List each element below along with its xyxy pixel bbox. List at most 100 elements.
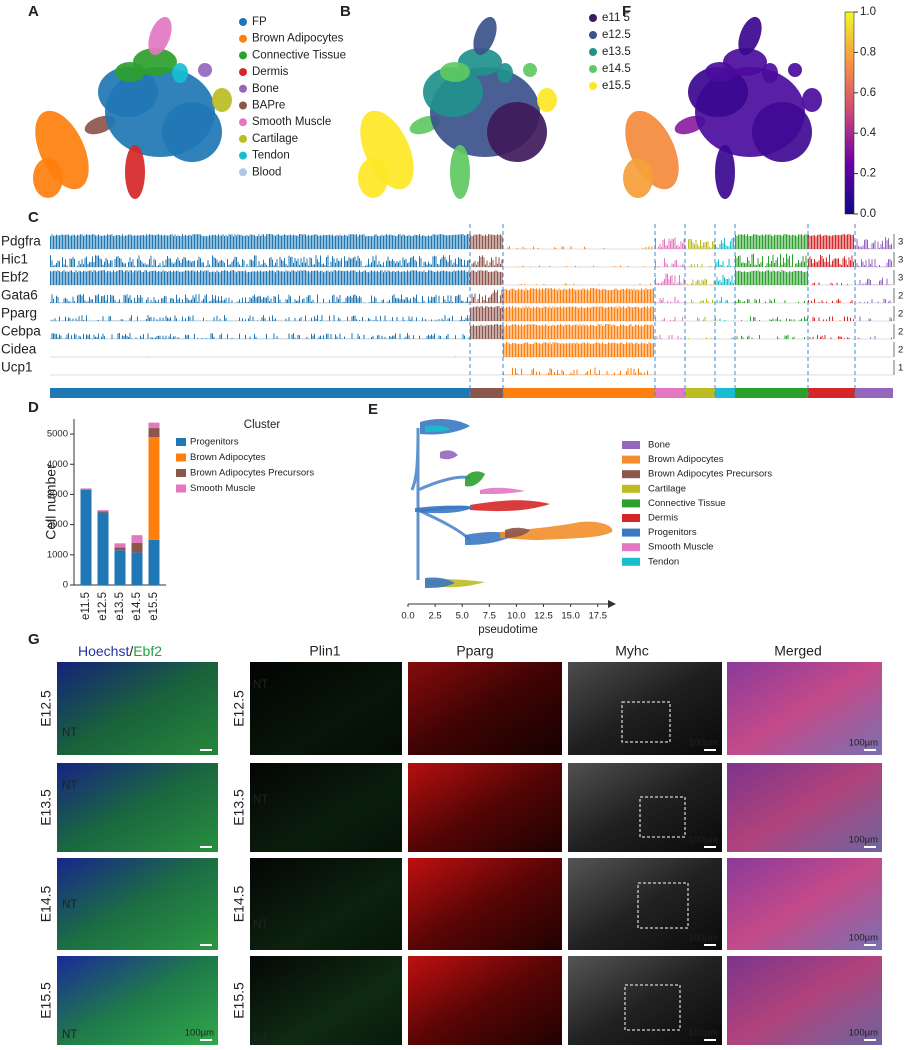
umap-cluster: [705, 62, 735, 82]
expression-track: [470, 306, 503, 321]
umap-cluster: [802, 88, 822, 112]
expression-track: [655, 296, 685, 303]
umap-cluster: [125, 145, 145, 199]
x-tick-label: 2.5: [428, 611, 441, 622]
expression-track: [715, 297, 734, 303]
legend-label: Brown Adipocytes Precursors: [190, 468, 314, 479]
row-label: E12.5: [231, 690, 247, 727]
panel-label: E: [368, 401, 378, 418]
scale-label: 100µm: [689, 835, 718, 846]
expression-track: [503, 324, 654, 339]
expression-track: [470, 289, 503, 303]
legend-swatch: [239, 134, 247, 143]
legend-label: e12.5: [602, 29, 631, 41]
colorbar-tick-label: 0.4: [860, 127, 877, 139]
expression-track: [471, 255, 503, 267]
umap-cluster: [212, 88, 232, 112]
expression-track: [50, 315, 470, 321]
micrograph: [727, 662, 882, 755]
legend-swatch: [589, 82, 597, 90]
nt-label: NT: [253, 679, 268, 691]
micrograph: [727, 858, 882, 950]
micrograph: [250, 662, 402, 755]
legend-label: e11 5: [602, 12, 630, 24]
legend-swatch: [239, 151, 247, 160]
legend-swatch: [239, 34, 247, 43]
x-tick-label: 7.5: [483, 611, 496, 622]
expression-track: [715, 258, 734, 267]
gene-label: Cebpa: [1, 324, 41, 339]
cluster-bar: [715, 388, 735, 398]
row-label: E14.5: [38, 885, 54, 922]
umap-cluster: [738, 16, 762, 56]
expression-track: [809, 335, 850, 339]
x-tick-label: e15.5: [148, 592, 160, 621]
colorbar-tick-label: 0.8: [860, 46, 876, 58]
expression-track: [685, 298, 713, 303]
legend-label: Bone: [648, 440, 670, 451]
x-tick-label: 0.0: [401, 611, 414, 622]
expression-track: [656, 334, 682, 339]
track-scale: 3: [898, 273, 903, 284]
cluster-bar: [685, 388, 715, 398]
expression-track: [503, 342, 654, 357]
legend-swatch: [589, 14, 597, 22]
legend-label: Brown Adipocytes: [190, 452, 266, 463]
scale-label: 100µm: [185, 1028, 214, 1039]
expression-track: [507, 246, 653, 249]
header-part: Ebf2: [133, 643, 162, 659]
expression-track: [685, 278, 715, 285]
expression-track: [735, 234, 808, 249]
expression-track: [655, 258, 685, 267]
header-part: Hoechst: [78, 643, 129, 659]
expression-track: [518, 265, 645, 267]
legend-label: Connective Tissue: [648, 498, 726, 509]
x-tick-label: 5.0: [456, 611, 469, 622]
expression-track: [503, 306, 654, 321]
micrograph: [408, 956, 562, 1045]
nt-label: NT: [253, 1034, 268, 1046]
umap-cluster: [715, 145, 735, 199]
row-label: E14.5: [231, 885, 247, 922]
expression-track: [470, 270, 503, 285]
legend-label: Smooth Muscle: [190, 483, 255, 494]
scale-label: 100µm: [849, 933, 878, 944]
legend-label: e14.5: [602, 63, 631, 75]
scale-label: 100µm: [849, 738, 878, 749]
legend-swatch: [239, 101, 247, 110]
expression-track: [808, 234, 854, 249]
umap-cluster: [440, 62, 470, 82]
column-header: Plin1: [309, 643, 340, 659]
expression-track: [858, 336, 892, 339]
x-tick-label: e11.5: [80, 592, 92, 620]
x-tick-label: e14.5: [131, 592, 143, 621]
legend-swatch: [589, 48, 597, 56]
trajectory-branch: [480, 487, 525, 494]
legend-label: Progenitors: [190, 437, 239, 448]
expression-track: [808, 254, 854, 267]
legend-swatch: [239, 84, 247, 93]
legend-swatch: [239, 118, 247, 127]
expression-track: [736, 334, 805, 339]
x-tick-label: 12.5: [534, 611, 553, 622]
scale-label: 100µm: [689, 1028, 718, 1039]
track-scale: 3: [898, 255, 903, 266]
umap-cluster: [623, 158, 653, 198]
micrograph: [250, 858, 402, 950]
cluster-bar: [855, 388, 893, 398]
nt-label: NT: [62, 780, 77, 792]
legend-label: e15.5: [602, 80, 631, 92]
legend-label: Dermis: [648, 513, 678, 524]
track-scale: 2: [898, 309, 903, 320]
expression-track: [715, 274, 734, 285]
trajectory-trunk: [410, 428, 472, 580]
x-tick-label: e12.5: [97, 592, 109, 621]
legend-swatch: [622, 514, 640, 522]
row-label: E12.5: [38, 690, 54, 727]
expression-track: [50, 234, 470, 249]
legend-swatch: [176, 484, 186, 493]
y-tick-label: 0: [63, 580, 68, 591]
trajectory-branch: [470, 500, 550, 512]
expression-track: [519, 283, 651, 285]
